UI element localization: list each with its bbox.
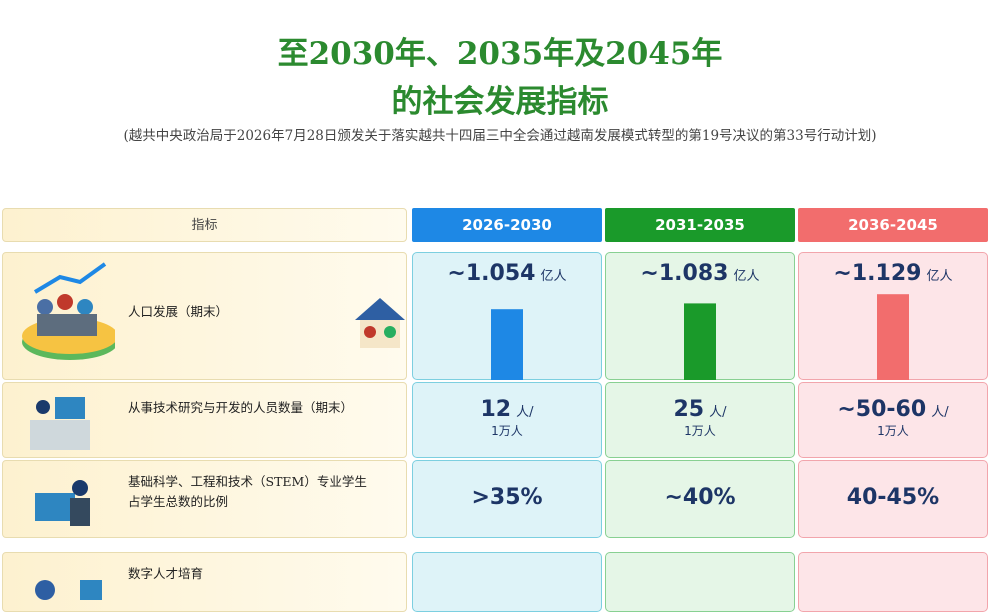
value-cell: 40-45% — [798, 460, 988, 538]
unit: 亿人 — [926, 269, 953, 284]
value-label: ~1.054 — [447, 261, 536, 286]
row-label: 人口发展（期末） — [128, 304, 229, 319]
per-unit: 1万人 — [877, 424, 909, 438]
family-icon — [355, 298, 405, 348]
unit: 人/ — [516, 405, 534, 420]
value-cell: ~1.129 亿人 — [798, 252, 988, 380]
value-cell — [412, 552, 602, 612]
value-label: ~1.129 — [833, 261, 922, 286]
title-line: 至2030年、2035年及2045年 — [277, 36, 723, 72]
value-label: ~1.083 — [640, 261, 729, 286]
title-line: 的社会发展指标 — [391, 84, 609, 120]
row-label: 从事技术研究与开发的人员数量（期末） — [128, 400, 354, 415]
header-period: 2036-2045 — [798, 208, 988, 242]
value: 25 — [673, 397, 705, 422]
value-cell: >35% — [412, 460, 602, 538]
value-cell: ~1.054 亿人 — [412, 252, 602, 380]
per-unit: 1万人 — [684, 424, 716, 438]
population-icon — [22, 262, 115, 360]
value: >35% — [471, 485, 543, 510]
value: 40-45% — [846, 485, 940, 510]
value: 12 — [480, 397, 512, 422]
unit: 人/ — [931, 405, 949, 420]
value: ~50-60 — [837, 397, 927, 422]
per-unit: 1万人 — [491, 424, 523, 438]
header-period: 2031-2035 — [605, 208, 795, 242]
unit: 人/ — [709, 405, 727, 420]
header-period: 2026-2030 — [412, 208, 602, 242]
value-cell: 12 人/1万人 — [412, 382, 602, 458]
research-icon — [30, 397, 90, 450]
header-label: 指标 — [2, 208, 407, 242]
stem-icon — [35, 480, 90, 526]
row-label: 基础科学、工程和技术（STEM）专业学生占学生总数的比例 — [128, 474, 367, 509]
digital-icon — [35, 580, 102, 600]
unit: 亿人 — [733, 269, 760, 284]
row-label: 数字人才培育 — [128, 566, 204, 581]
subtitle: (越共中央政治局于2026年7月28日颁发关于落实越共十四届三中全会通过越南发展… — [123, 128, 877, 144]
value-cell: ~1.083 亿人 — [605, 252, 795, 380]
value-cell — [605, 552, 795, 612]
value-cell — [798, 552, 988, 612]
unit: 亿人 — [540, 269, 567, 284]
value-cell: ~40% — [605, 460, 795, 538]
value-cell: ~50-60 人/1万人 — [798, 382, 988, 458]
value-cell: 25 人/1万人 — [605, 382, 795, 458]
value: ~40% — [664, 485, 736, 510]
